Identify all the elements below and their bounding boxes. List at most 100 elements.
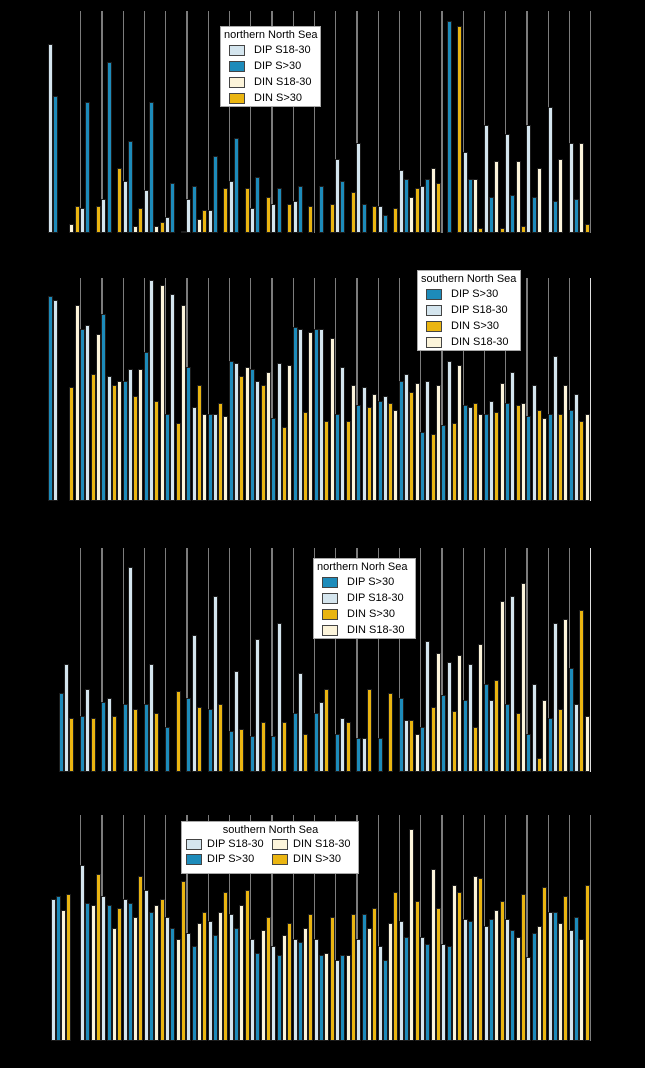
bar-dip-s-30 bbox=[420, 727, 425, 772]
bar-dip-s-30 bbox=[441, 695, 447, 772]
gridline bbox=[568, 278, 571, 501]
bar-din-s-30 bbox=[414, 188, 420, 233]
bar-dip-s-30 bbox=[382, 960, 388, 1041]
bar-dip-s-30 bbox=[207, 709, 213, 772]
bar-dip-s-30 bbox=[101, 314, 107, 501]
gridline bbox=[165, 278, 167, 501]
bar-din-s-30 bbox=[435, 908, 441, 1041]
bar-din-s18-30 bbox=[175, 939, 181, 1041]
gridline bbox=[101, 548, 103, 772]
bar-din-s18-30 bbox=[558, 159, 564, 233]
bar-din-s-30 bbox=[584, 885, 590, 1041]
bar-dip-s18-30 bbox=[271, 946, 277, 1041]
bar-dip-s18-30 bbox=[149, 280, 155, 501]
gridline bbox=[377, 278, 379, 501]
bar-din-s-30 bbox=[260, 385, 266, 501]
bar-dip-s-30 bbox=[319, 955, 325, 1041]
bar-dip-s18-30 bbox=[319, 329, 325, 501]
bar-din-s-30 bbox=[536, 758, 542, 772]
legend-label: DIN S18-30 bbox=[254, 75, 312, 88]
bar-din-s-30 bbox=[303, 412, 309, 501]
gridline bbox=[526, 278, 528, 501]
bar-din-s18-30 bbox=[409, 829, 415, 1041]
bar-din-s-30 bbox=[260, 722, 266, 772]
bar-din-s-30 bbox=[159, 899, 165, 1041]
gridline bbox=[590, 11, 592, 233]
bar-din-s18-30 bbox=[196, 923, 202, 1041]
bar-din-s18-30 bbox=[558, 923, 564, 1041]
bar-dip-s18-30 bbox=[250, 939, 255, 1041]
bar-dip-s18-30 bbox=[122, 899, 128, 1041]
bar-din-s18-30 bbox=[287, 365, 293, 501]
bar-dip-s-30 bbox=[127, 903, 133, 1041]
bar-din-s18-30 bbox=[430, 168, 436, 233]
bar-dip-s-30 bbox=[483, 684, 489, 772]
bar-din-s18-30 bbox=[584, 716, 590, 772]
bar-dip-s-30 bbox=[531, 197, 537, 233]
bar-dip-s18-30 bbox=[80, 208, 85, 233]
bar-din-s-30 bbox=[138, 208, 144, 233]
bar-din-s-30 bbox=[308, 206, 314, 233]
gridline bbox=[313, 815, 316, 1041]
bar-din-s18-30 bbox=[133, 917, 139, 1041]
bar-dip-s-30 bbox=[297, 942, 303, 1041]
bar-dip-s18-30 bbox=[483, 926, 489, 1041]
bar-din-s18-30 bbox=[393, 410, 399, 501]
bar-din-s-30 bbox=[478, 228, 484, 233]
bar-dip-s18-30 bbox=[106, 698, 112, 772]
bar-din-s-30 bbox=[329, 917, 335, 1041]
bar-dip-s18-30 bbox=[64, 664, 70, 772]
bar-dip-s18-30 bbox=[356, 939, 362, 1041]
bar-din-s18-30 bbox=[542, 418, 548, 501]
bar-din-s-30 bbox=[350, 914, 356, 1041]
bar-dip-s18-30 bbox=[127, 567, 133, 772]
bar-din-s-30 bbox=[372, 206, 378, 233]
bar-dip-s-30 bbox=[143, 352, 149, 501]
bar-din-s-30 bbox=[430, 707, 436, 772]
gridline bbox=[271, 815, 273, 1041]
bar-dip-s18-30 bbox=[191, 407, 197, 501]
bar-din-s-30 bbox=[111, 385, 117, 501]
legend-panel-4: southern North Sea DIP S18-30 DIN S18-30 DI… bbox=[181, 821, 359, 874]
bar-dip-s-30 bbox=[80, 716, 85, 772]
bar-dip-s-30 bbox=[505, 403, 510, 501]
legend-item: DIP S18-30 bbox=[314, 590, 415, 606]
bar-dip-s-30 bbox=[489, 197, 495, 233]
bar-dip-s-30 bbox=[446, 946, 452, 1041]
bar-din-s-30 bbox=[478, 878, 484, 1041]
bar-din-s-30 bbox=[515, 713, 521, 772]
gridline bbox=[356, 278, 358, 501]
bar-dip-s18-30 bbox=[276, 363, 282, 501]
bar-dip-s18-30 bbox=[361, 387, 367, 501]
bar-dip-s-30 bbox=[127, 141, 133, 233]
bar-din-s-30 bbox=[218, 403, 224, 501]
bar-din-s-30 bbox=[409, 392, 415, 501]
bar-din-s-30 bbox=[393, 208, 399, 233]
bar-dip-s-30 bbox=[446, 21, 452, 233]
legend-panel-1: northern North Sea DIP S18-30 DIP S>30 DIN … bbox=[220, 26, 321, 107]
bar-din-s18-30 bbox=[473, 876, 479, 1041]
bar-din-s18-30 bbox=[303, 928, 309, 1041]
bar-dip-s18-30 bbox=[186, 933, 192, 1041]
bar-din-s18-30 bbox=[350, 385, 356, 501]
legend-item: DIP S>30 bbox=[221, 58, 320, 74]
bar-dip-s-30 bbox=[250, 369, 255, 501]
lightblue-swatch bbox=[229, 44, 245, 56]
gridline bbox=[186, 815, 188, 1041]
bar-dip-s-30 bbox=[552, 912, 558, 1041]
gridline bbox=[377, 815, 379, 1041]
bar-dip-s-30 bbox=[149, 102, 155, 233]
bar-dip-s18-30 bbox=[122, 181, 128, 233]
bar-din-s-30 bbox=[388, 693, 394, 772]
bar-dip-s-30 bbox=[297, 186, 303, 233]
gridline bbox=[250, 11, 252, 233]
bar-dip-s-30 bbox=[143, 704, 149, 772]
gridline bbox=[207, 11, 209, 233]
bar-dip-s-30 bbox=[234, 928, 240, 1041]
gridline bbox=[186, 11, 188, 233]
bar-din-s18-30 bbox=[435, 385, 441, 501]
gridline bbox=[335, 278, 337, 501]
bar-dip-s-30 bbox=[404, 937, 410, 1041]
gridline bbox=[568, 548, 571, 772]
gold-swatch bbox=[272, 854, 288, 865]
